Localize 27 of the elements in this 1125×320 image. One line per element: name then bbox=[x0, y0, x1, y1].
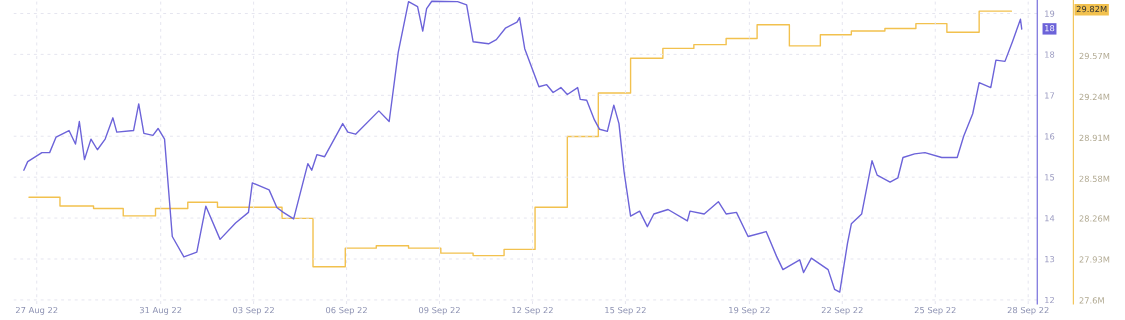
y2-tick-label: 27.93M bbox=[1079, 256, 1110, 263]
y-tick-label: 15 bbox=[1045, 174, 1055, 181]
x-tick-label: 06 Sep 22 bbox=[326, 306, 367, 315]
y2-tick-label: 28.58M bbox=[1079, 175, 1110, 182]
y-tick-label: 19 bbox=[1045, 10, 1055, 17]
x-tick-label: 09 Sep 22 bbox=[418, 306, 460, 315]
y2-tick-label: 29.57M bbox=[1079, 52, 1110, 60]
x-tick-label: 12 Sep 22 bbox=[512, 306, 553, 315]
y-tick-label: 12 bbox=[1045, 296, 1054, 304]
x-tick-label: 27 Aug 22 bbox=[15, 306, 58, 315]
y-tick-label: 18 bbox=[1045, 51, 1055, 58]
x-tick-label: 25 Sep 22 bbox=[914, 306, 956, 315]
x-tick-label: 28 Sep 22 bbox=[1007, 306, 1049, 315]
x-tick-label: 31 Aug 22 bbox=[139, 306, 182, 315]
y-tick-label: 16 bbox=[1045, 133, 1055, 140]
y-tick-label: 17 bbox=[1045, 92, 1055, 99]
x-tick-label: 03 Sep 22 bbox=[233, 306, 274, 315]
x-tick-label: 22 Sep 22 bbox=[821, 306, 863, 315]
y2-tick-label: 29.24M bbox=[1079, 93, 1110, 101]
y-tick-label: 14 bbox=[1045, 215, 1055, 222]
x-tick-label: 15 Sep 22 bbox=[605, 306, 646, 315]
y-tick-label: 13 bbox=[1045, 255, 1055, 263]
y2-tick-label: 28.26M bbox=[1079, 215, 1110, 222]
y2-tick-label: 27.6M bbox=[1079, 297, 1104, 304]
text: 29.82M bbox=[1076, 5, 1107, 13]
y2-tick-label: 28.91M bbox=[1079, 134, 1110, 142]
x-tick-label: 19 Sep 22 bbox=[729, 306, 770, 315]
